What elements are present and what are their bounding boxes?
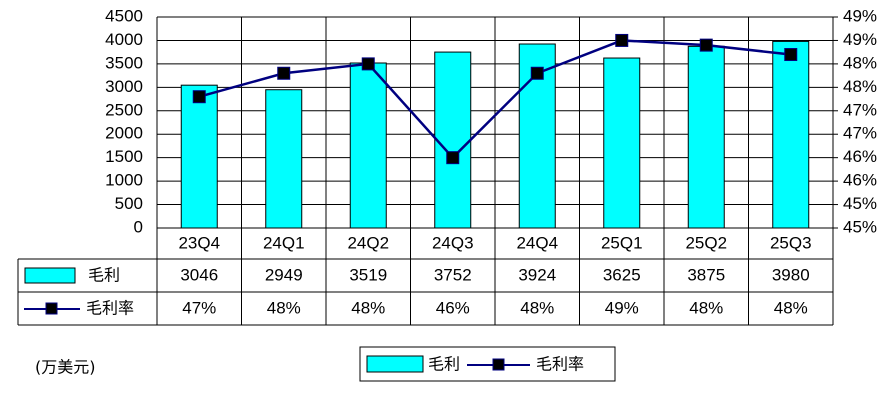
y2-tick-label: 46% xyxy=(843,171,877,190)
category-label: 24Q2 xyxy=(347,233,389,252)
line-marker xyxy=(361,57,375,71)
table-value: 3980 xyxy=(772,265,810,284)
y2-tick-label: 49% xyxy=(843,6,877,25)
y-tick-label: 1000 xyxy=(105,171,143,190)
y-tick-label: 3000 xyxy=(105,77,143,96)
bar xyxy=(603,57,641,229)
legend-marker xyxy=(45,302,58,315)
legend-label: 毛利 xyxy=(88,266,120,285)
table-value: 48% xyxy=(267,298,301,317)
table-value: 3752 xyxy=(434,265,472,284)
line-marker xyxy=(784,48,798,62)
unit-note: (万美元) xyxy=(35,358,96,377)
category-label: 24Q4 xyxy=(516,233,558,252)
table-value: 3924 xyxy=(518,265,556,284)
line-marker xyxy=(192,90,206,104)
category-label: 25Q2 xyxy=(685,233,727,252)
table-value: 2949 xyxy=(265,265,303,284)
table-value: 48% xyxy=(351,298,385,317)
table-value: 48% xyxy=(689,298,723,317)
category-label: 25Q3 xyxy=(770,233,812,252)
y-tick-label: 1500 xyxy=(105,147,143,166)
category-label: 24Q3 xyxy=(432,233,474,252)
table-value: 3046 xyxy=(180,265,218,284)
y-tick-label: 4000 xyxy=(105,30,143,49)
table-value: 3519 xyxy=(349,265,387,284)
table-value: 47% xyxy=(182,298,216,317)
bar xyxy=(180,84,218,229)
y2-tick-label: 48% xyxy=(843,77,877,96)
legend-label: 毛利 xyxy=(428,355,460,374)
table-value: 49% xyxy=(605,298,639,317)
y2-tick-label: 45% xyxy=(843,217,877,236)
line-marker xyxy=(277,66,291,80)
bar xyxy=(772,40,810,229)
table-value: 46% xyxy=(436,298,470,317)
y2-tick-label: 45% xyxy=(843,194,877,213)
bar xyxy=(687,45,725,229)
legend-swatch xyxy=(366,355,424,373)
legend-label: 毛利率 xyxy=(86,299,134,318)
y2-tick-label: 49% xyxy=(843,30,877,49)
y-tick-label: 4500 xyxy=(105,6,143,25)
line-marker xyxy=(530,66,544,80)
table-value: 48% xyxy=(520,298,554,317)
bar xyxy=(265,89,303,229)
y-tick-label: 2000 xyxy=(105,124,143,143)
line-marker xyxy=(446,151,460,165)
table-value: 48% xyxy=(774,298,808,317)
y2-tick-label: 47% xyxy=(843,124,877,143)
y-tick-label: 0 xyxy=(134,217,143,236)
y2-tick-label: 48% xyxy=(843,53,877,72)
y-tick-label: 500 xyxy=(115,194,143,213)
legend-label: 毛利率 xyxy=(536,355,584,374)
category-label: 24Q1 xyxy=(263,233,305,252)
y2-tick-label: 46% xyxy=(843,147,877,166)
line-marker xyxy=(615,33,629,47)
y-tick-label: 2500 xyxy=(105,100,143,119)
line-marker xyxy=(699,38,713,52)
legend-marker xyxy=(492,358,505,371)
bar xyxy=(349,62,387,229)
line-series xyxy=(198,39,791,160)
bar xyxy=(434,51,472,229)
y-tick-label: 3500 xyxy=(105,53,143,72)
table-value: 3875 xyxy=(687,265,725,284)
category-label: 25Q1 xyxy=(601,233,643,252)
category-label: 23Q4 xyxy=(178,233,220,252)
y2-tick-label: 47% xyxy=(843,100,877,119)
table-value: 3625 xyxy=(603,265,641,284)
legend-swatch xyxy=(24,267,76,284)
